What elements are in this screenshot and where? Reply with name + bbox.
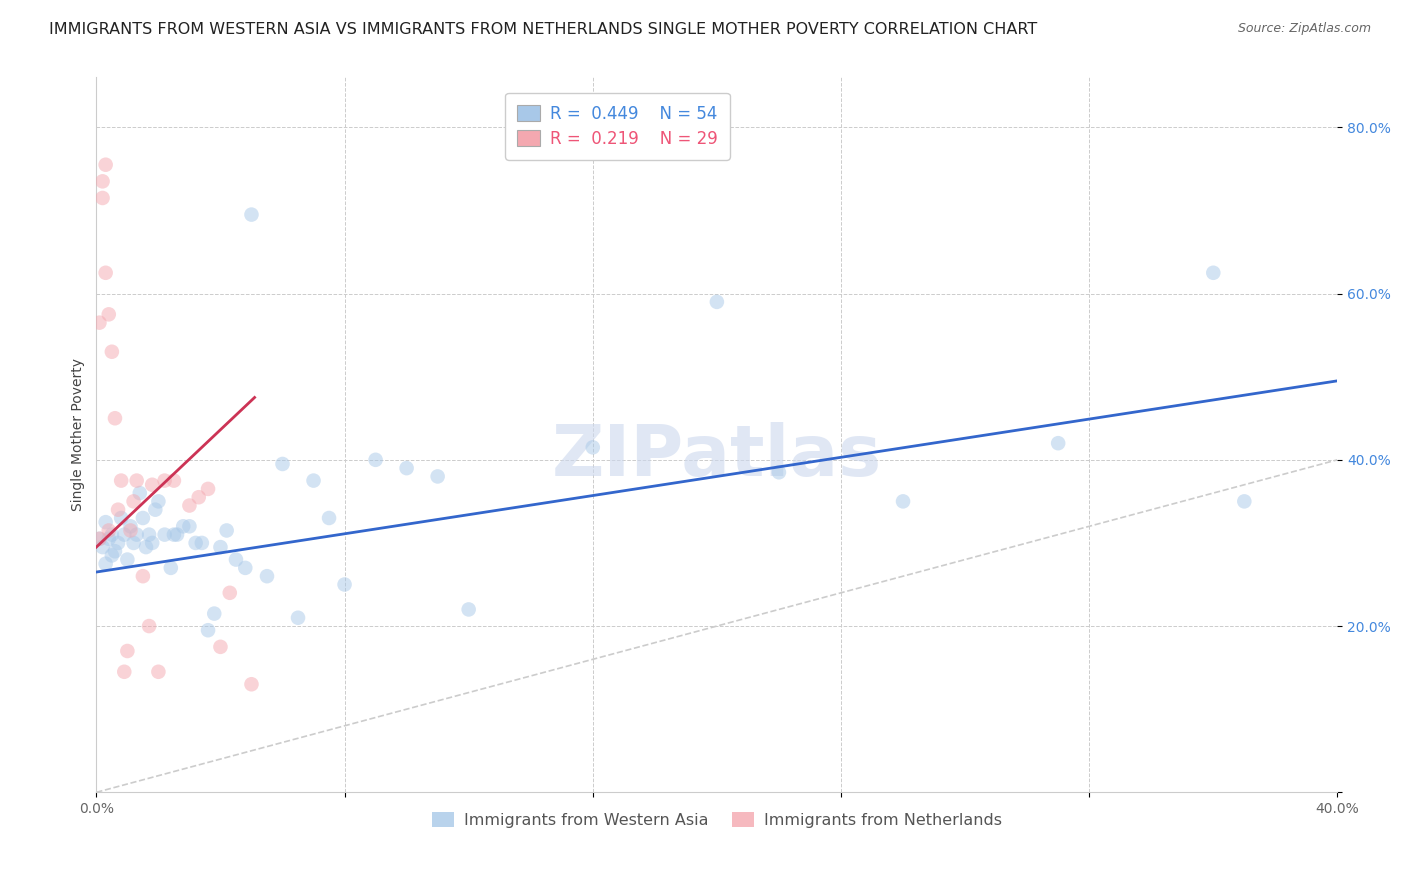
Point xyxy=(172,519,194,533)
Point xyxy=(94,158,117,172)
Point xyxy=(187,490,209,504)
Point xyxy=(1233,494,1256,508)
Point xyxy=(110,474,132,488)
Text: IMMIGRANTS FROM WESTERN ASIA VS IMMIGRANTS FROM NETHERLANDS SINGLE MOTHER POVERT: IMMIGRANTS FROM WESTERN ASIA VS IMMIGRAN… xyxy=(49,22,1038,37)
Point xyxy=(364,452,387,467)
Point xyxy=(426,469,449,483)
Point xyxy=(209,540,232,554)
Point xyxy=(256,569,278,583)
Point xyxy=(179,519,201,533)
Point xyxy=(197,482,219,496)
Point xyxy=(287,611,309,625)
Point xyxy=(94,266,117,280)
Point xyxy=(101,549,124,563)
Point xyxy=(97,307,120,321)
Point xyxy=(1047,436,1070,450)
Point xyxy=(233,561,256,575)
Point xyxy=(1202,266,1225,280)
Point xyxy=(143,502,166,516)
Point xyxy=(163,474,186,488)
Point xyxy=(457,602,479,616)
Point xyxy=(117,644,139,658)
Point xyxy=(125,527,148,541)
Y-axis label: Single Mother Poverty: Single Mother Poverty xyxy=(72,359,86,511)
Point xyxy=(104,544,127,558)
Point xyxy=(112,527,135,541)
Point xyxy=(125,474,148,488)
Point xyxy=(91,540,114,554)
Point xyxy=(333,577,356,591)
Point xyxy=(128,486,150,500)
Point xyxy=(138,527,160,541)
Point xyxy=(141,536,163,550)
Point xyxy=(197,624,219,638)
Point xyxy=(135,540,157,554)
Point xyxy=(184,536,207,550)
Point xyxy=(148,494,170,508)
Point xyxy=(191,536,214,550)
Point xyxy=(120,524,142,538)
Point xyxy=(112,665,135,679)
Point xyxy=(132,569,155,583)
Point xyxy=(706,294,728,309)
Point xyxy=(148,665,170,679)
Point xyxy=(215,524,238,538)
Point xyxy=(240,208,263,222)
Point xyxy=(89,532,111,546)
Point xyxy=(153,474,176,488)
Point xyxy=(110,511,132,525)
Point xyxy=(179,499,201,513)
Point xyxy=(122,536,145,550)
Point xyxy=(104,411,127,425)
Point xyxy=(240,677,263,691)
Point xyxy=(218,586,240,600)
Point xyxy=(122,494,145,508)
Point xyxy=(159,561,181,575)
Point xyxy=(141,477,163,491)
Point xyxy=(202,607,225,621)
Text: ZIPatlas: ZIPatlas xyxy=(551,422,882,491)
Point xyxy=(89,316,111,330)
Point xyxy=(107,502,129,516)
Point xyxy=(94,557,117,571)
Point xyxy=(97,532,120,546)
Point xyxy=(94,515,117,529)
Point xyxy=(768,465,790,479)
Point xyxy=(225,552,247,566)
Point xyxy=(163,527,186,541)
Point xyxy=(209,640,232,654)
Point xyxy=(132,511,155,525)
Text: Source: ZipAtlas.com: Source: ZipAtlas.com xyxy=(1237,22,1371,36)
Point xyxy=(91,191,114,205)
Point xyxy=(97,524,120,538)
Point xyxy=(91,174,114,188)
Point xyxy=(271,457,294,471)
Point xyxy=(101,344,124,359)
Point xyxy=(107,536,129,550)
Point xyxy=(891,494,914,508)
Point xyxy=(101,527,124,541)
Point xyxy=(302,474,325,488)
Point xyxy=(166,527,188,541)
Point xyxy=(120,519,142,533)
Point xyxy=(582,441,605,455)
Legend: Immigrants from Western Asia, Immigrants from Netherlands: Immigrants from Western Asia, Immigrants… xyxy=(425,805,1008,834)
Point xyxy=(153,527,176,541)
Point xyxy=(395,461,418,475)
Point xyxy=(318,511,340,525)
Point xyxy=(138,619,160,633)
Point xyxy=(117,552,139,566)
Point xyxy=(89,532,111,546)
